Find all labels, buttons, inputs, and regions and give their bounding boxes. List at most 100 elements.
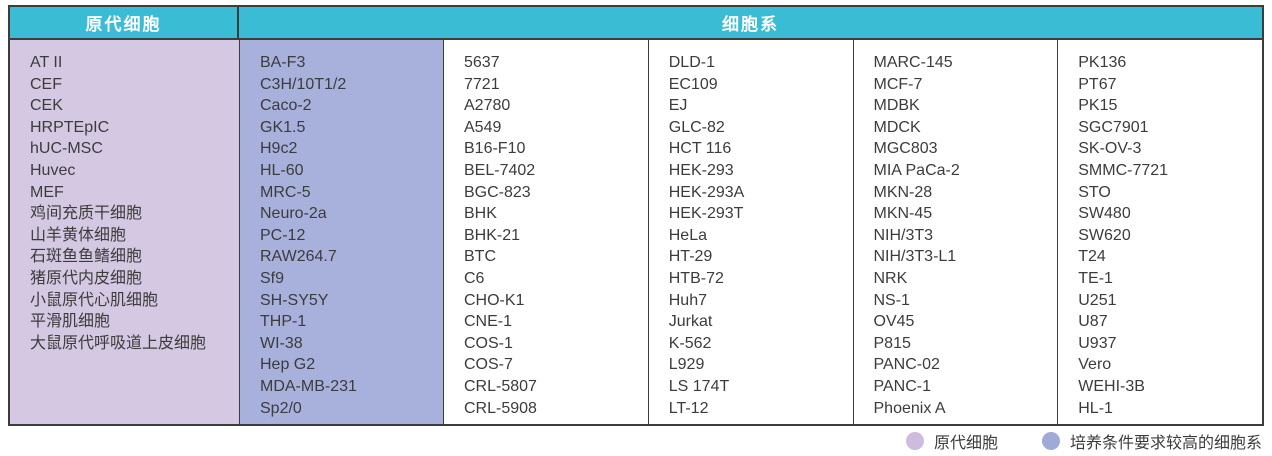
cell-name: MGC803 <box>873 140 938 158</box>
cell-name: C3H/10T1/2 <box>260 75 347 93</box>
legend: 原代细胞 培养条件要求较高的细胞系 <box>905 429 1262 453</box>
cell-name: PC-12 <box>260 226 306 244</box>
cell-name: Sp2/0 <box>260 399 302 417</box>
cell-name: CEF <box>30 75 62 93</box>
cell-name: K-562 <box>668 334 712 352</box>
cell-name: SK-OV-3 <box>1078 140 1142 158</box>
table-body: AT II CEF CEK HRPTEpIC hUC-MSC Huvec MEF 鸡间充质干细… <box>10 40 1262 424</box>
cell-name: AT II <box>30 54 63 71</box>
cell-name: THP-1 <box>260 313 307 331</box>
cell-name: Hep G2 <box>260 356 316 374</box>
cell-name: HEK-293T <box>668 205 744 223</box>
cell-name: WI-38 <box>260 334 303 352</box>
cell-name: Sf9 <box>260 269 285 287</box>
cell-name: Neuro-2a <box>260 205 327 223</box>
column-cell-lines-c: MARC-145 MCF-7 MDBK MDCK MGC803 MIA PaCa-2 MKN… <box>852 40 1058 424</box>
cell-name: HCT 116 <box>668 140 732 158</box>
cell-name: 鸡间充质干细胞 <box>30 205 143 223</box>
cell-name: SW620 <box>1078 226 1131 244</box>
legend-primary-label: 原代细胞 <box>933 435 998 452</box>
cell-name: LS 174T <box>668 377 730 395</box>
cell-name: HEK-293 <box>668 161 734 179</box>
cell-name: PK136 <box>1078 54 1127 71</box>
primary-cells-dot-icon <box>905 432 924 450</box>
cell-name: CRL-5807 <box>464 377 537 395</box>
cell-name: HT-29 <box>668 248 713 266</box>
cell-name: 山羊黄体细胞 <box>30 226 127 244</box>
cell-name: BHK <box>464 205 497 223</box>
cell-name: H9c2 <box>260 140 298 158</box>
column-demanding-cell-lines: BA-F3 C3H/10T1/2 Caco-2 GK1.5 H9c2 HL-60 MRC-5… <box>239 40 443 424</box>
cell-name: A2780 <box>464 97 511 115</box>
cell-name: CRL-5908 <box>464 399 537 417</box>
cell-name: 大鼠原代呼吸道上皮细胞 <box>30 334 207 352</box>
cell-name: EJ <box>668 97 688 115</box>
cell-name: HEK-293A <box>668 183 745 201</box>
cell-name: NRK <box>873 269 908 287</box>
cell-name: A549 <box>464 118 502 136</box>
cell-name: MCF-7 <box>873 75 923 93</box>
cell-name: 小鼠原代心肌细胞 <box>30 291 159 309</box>
cell-name: NIH/3T3 <box>873 226 934 244</box>
cell-name: 猪原代内皮细胞 <box>30 269 143 287</box>
cell-name: MARC-145 <box>873 54 953 71</box>
cell-name: HTB-72 <box>668 269 724 287</box>
legend-entry-demanding: 培养条件要求较高的细胞系 <box>1041 429 1262 453</box>
demanding-cell-lines-dot-icon <box>1041 432 1060 450</box>
cell-name: OV45 <box>873 313 915 331</box>
table-header-row: 原代细胞 细胞系 <box>10 7 1262 40</box>
cell-name: C6 <box>464 269 485 287</box>
cell-name: MDA-MB-231 <box>260 377 357 395</box>
cell-catalog-table: 原代细胞 细胞系 AT II CEF CEK HRPTEpIC hUC-MSC Huvec… <box>8 5 1264 426</box>
cell-name: LT-12 <box>668 399 709 417</box>
column-cell-lines-b: DLD-1 EC109 EJ GLC-82 HCT 116 HEK-293 HEK-293A… <box>647 40 853 424</box>
column-cell-lines-d: PK136 PT67 PK15 SGC7901 SK-OV-3 SMMC-7721 STO S… <box>1057 40 1262 424</box>
cell-name: hUC-MSC <box>30 140 103 158</box>
cell-name: MDCK <box>873 118 921 136</box>
cell-name: SGC7901 <box>1078 118 1149 136</box>
cell-name: WEHI-3B <box>1078 377 1145 395</box>
cell-name: MKN-45 <box>873 205 933 223</box>
cell-name: BGC-823 <box>464 183 531 201</box>
cell-name: MDBK <box>873 97 920 115</box>
cell-name: PANC-02 <box>873 356 940 374</box>
cell-name: HL-60 <box>260 161 304 179</box>
cell-name: Jurkat <box>668 313 713 331</box>
cell-name: 平滑肌细胞 <box>30 313 111 331</box>
cell-name: Huvec <box>30 161 76 179</box>
cell-name: CNE-1 <box>464 313 513 331</box>
cell-name: 5637 <box>464 54 500 71</box>
cell-name: SH-SY5Y <box>260 291 329 309</box>
cell-name: HeLa <box>668 226 707 244</box>
cell-name: MEF <box>30 183 64 201</box>
cell-name: U87 <box>1078 313 1108 331</box>
cell-name: SW480 <box>1078 205 1131 223</box>
cell-name: COS-7 <box>464 356 513 374</box>
cell-name: HL-1 <box>1078 399 1113 417</box>
cell-name: SMMC-7721 <box>1078 161 1169 179</box>
cell-name: COS-1 <box>464 334 513 352</box>
cell-name: B16-F10 <box>464 140 526 158</box>
cell-name: 7721 <box>464 75 500 93</box>
cell-name: Phoenix A <box>873 399 946 417</box>
cell-name: T24 <box>1078 248 1106 266</box>
cell-name: DLD-1 <box>668 54 715 71</box>
cell-name: 石斑鱼鱼鳍细胞 <box>30 248 143 266</box>
cell-name: GK1.5 <box>260 118 306 136</box>
cell-name: PK15 <box>1078 97 1118 115</box>
cell-name: TE-1 <box>1078 269 1113 287</box>
cell-name: Huh7 <box>668 291 707 309</box>
legend-demanding-label: 培养条件要求较高的细胞系 <box>1069 435 1262 452</box>
cell-name: CHO-K1 <box>464 291 525 309</box>
cell-name: EC109 <box>668 75 718 93</box>
column-cell-lines-a: 5637 7721 A2780 A549 B16-F10 BEL-7402 BGC-823 B… <box>443 40 648 424</box>
cell-name: U937 <box>1078 334 1117 352</box>
cell-name: GLC-82 <box>668 118 725 136</box>
cell-name: BHK-21 <box>464 226 521 244</box>
header-cell-lines: 细胞系 <box>722 15 779 34</box>
header-primary-cells: 原代细胞 <box>10 7 239 38</box>
cell-name: PT67 <box>1078 75 1117 93</box>
cell-name: Caco-2 <box>260 97 312 115</box>
cell-name: CEK <box>30 97 63 115</box>
cell-name: L929 <box>668 356 705 374</box>
